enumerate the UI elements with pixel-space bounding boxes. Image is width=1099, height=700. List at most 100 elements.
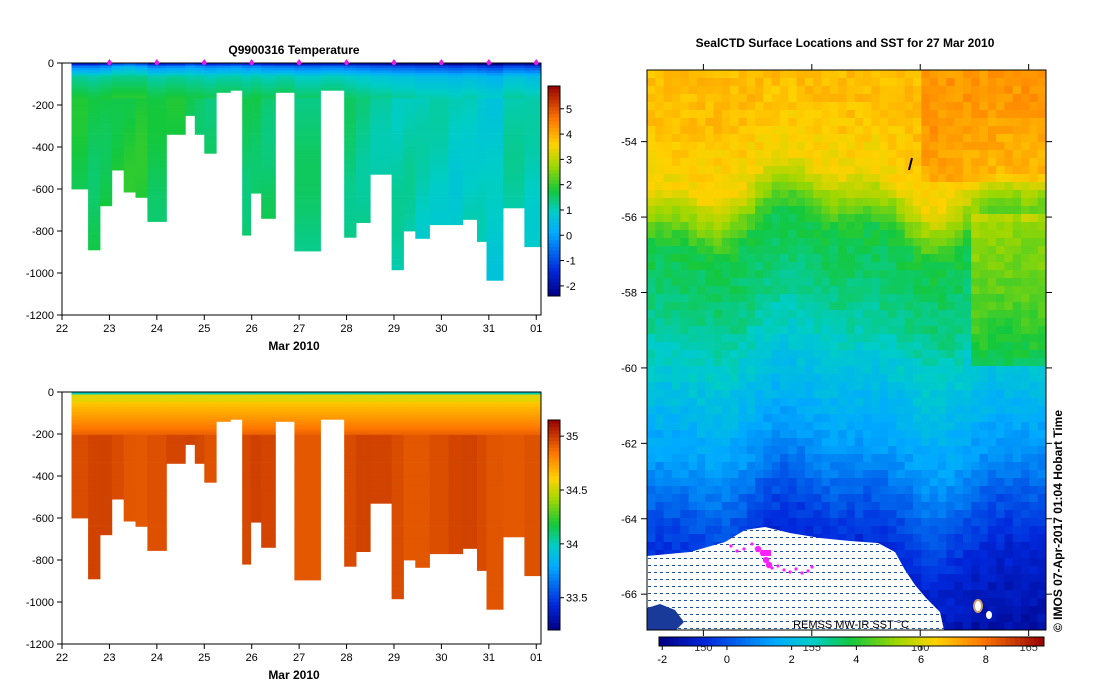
section-cell <box>344 98 357 102</box>
section-cell <box>356 115 371 119</box>
section-cell <box>448 397 464 400</box>
section-cell <box>99 88 113 92</box>
section-cell <box>111 442 125 446</box>
section-cell <box>391 578 404 582</box>
section-cell <box>356 211 371 215</box>
section-cell <box>242 530 252 534</box>
section-cell <box>524 399 541 403</box>
section-cell <box>429 490 449 494</box>
sst-cell <box>1012 94 1022 103</box>
section-cell <box>71 85 89 89</box>
sst-cell <box>721 278 731 287</box>
section-cell <box>403 462 416 466</box>
section-cell <box>242 173 252 177</box>
sst-cell <box>1004 230 1014 239</box>
salinity-x-label: Mar 2010 <box>268 668 320 682</box>
section-cell <box>486 540 504 544</box>
sst-cell <box>1021 134 1030 143</box>
section-cell <box>462 98 478 102</box>
sst-cell <box>713 206 723 215</box>
section-cell <box>477 110 487 114</box>
section-cell <box>135 439 148 443</box>
sst-cell <box>846 174 856 183</box>
section-cell <box>486 581 504 584</box>
section-cell <box>250 80 262 84</box>
sst-cell <box>987 286 997 295</box>
sst-cell <box>688 230 698 239</box>
section-cell <box>111 121 125 124</box>
section-cell <box>391 254 404 258</box>
section-cell <box>294 523 321 526</box>
sst-cell <box>904 238 914 247</box>
section-cell <box>403 530 416 534</box>
section-cell <box>429 214 449 218</box>
section-cell <box>415 407 430 410</box>
section-cell <box>147 173 167 177</box>
section-cell <box>344 543 357 547</box>
sst-cell <box>763 198 773 207</box>
section-cell <box>391 186 404 190</box>
section-cell <box>123 158 136 162</box>
section-cell <box>250 447 262 451</box>
sst-cell <box>904 286 914 295</box>
sst-cell <box>746 230 756 239</box>
section-cell <box>242 427 252 431</box>
sst-cell <box>996 110 1006 119</box>
section-cell <box>261 88 276 92</box>
section-cell <box>391 115 404 119</box>
section-cell <box>147 530 167 534</box>
section-cell <box>88 414 101 418</box>
section-cell <box>294 216 321 220</box>
section-cell <box>356 460 371 463</box>
sst-cell <box>771 286 781 295</box>
section-cell <box>275 392 295 395</box>
section-cell <box>486 523 504 526</box>
sst-cell <box>946 110 956 119</box>
section-cell <box>486 262 504 265</box>
section-cell <box>344 417 357 421</box>
section-cell <box>166 409 186 413</box>
section-cell <box>356 199 371 202</box>
section-cell <box>524 161 541 165</box>
sst-cell <box>696 70 706 79</box>
section-cell <box>415 439 430 443</box>
section-cell <box>415 121 430 124</box>
section-cell <box>429 392 449 395</box>
sst-cell <box>979 286 989 295</box>
sst-cell <box>838 214 848 223</box>
sst-cell <box>813 246 823 255</box>
section-cell <box>344 105 357 109</box>
section-cell <box>391 533 404 536</box>
section-cell <box>71 434 89 438</box>
section-cell <box>403 186 416 190</box>
sst-cell <box>888 246 897 255</box>
section-cell <box>135 470 148 473</box>
section-cell <box>524 239 541 243</box>
section-cell <box>88 219 101 223</box>
section-cell <box>477 65 487 69</box>
sst-cell <box>746 238 756 247</box>
section-cell <box>135 138 148 142</box>
sst-cell <box>946 286 956 295</box>
section-cell <box>99 196 113 200</box>
section-cell <box>242 525 252 529</box>
sst-cell <box>796 94 806 103</box>
section-cell <box>294 417 321 421</box>
section-cell <box>135 397 148 400</box>
section-cell <box>403 424 416 428</box>
section-cell <box>403 138 416 142</box>
section-cell <box>448 131 464 134</box>
sst-cell <box>680 126 690 135</box>
sst-cell <box>896 158 906 167</box>
colorbar-segment <box>548 535 560 540</box>
section-cell <box>462 214 478 218</box>
section-cell <box>123 472 136 476</box>
sst-cell <box>780 246 789 255</box>
sst-cell <box>879 254 889 263</box>
x-tick-label: 25 <box>198 323 210 335</box>
sst-cell <box>1004 222 1014 231</box>
section-cell <box>123 497 136 501</box>
sst-cell <box>879 182 889 191</box>
section-cell <box>524 480 541 484</box>
section-cell <box>294 465 321 468</box>
